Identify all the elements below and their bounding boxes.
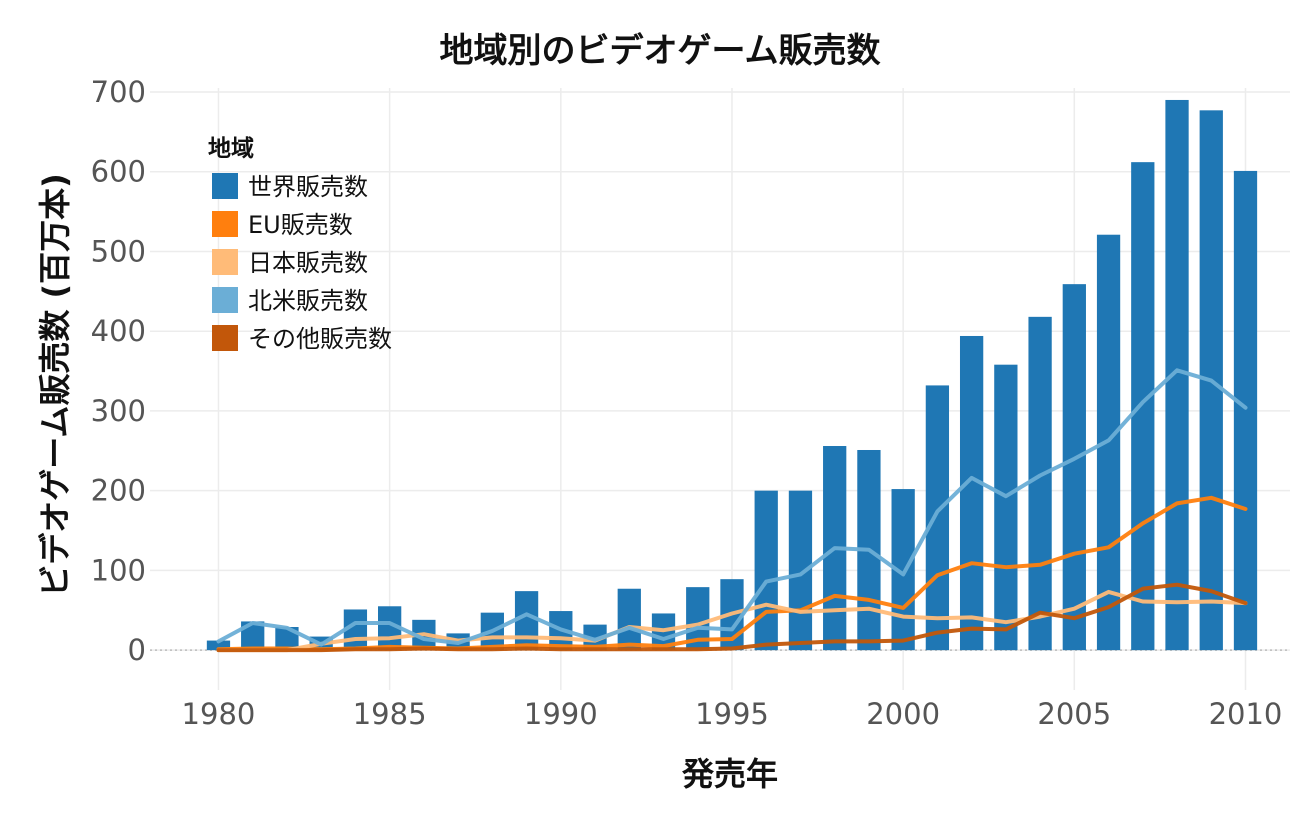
bar-1981 [241,621,265,651]
bar-2008 [1165,99,1189,651]
y-tick-label: 300 [91,394,146,428]
y-tick-label: 0 [128,633,146,667]
x-tick-label: 2000 [866,697,940,731]
bar-1980 [206,640,231,651]
bar-1994 [686,587,710,651]
legend-label: その他販売数 [248,325,392,353]
legend-swatch [212,211,238,237]
bar-2001 [925,385,950,651]
bar-1989 [514,591,539,651]
legend-title: 地域 [208,135,254,162]
x-tick-label: 2010 [1209,697,1283,731]
y-tick-label: 600 [91,155,146,189]
series-line-1 [216,589,1248,653]
series-line-2 [216,368,1248,647]
x-tick-label: 1985 [353,697,427,731]
chart-title: 地域別のビデオゲーム販売数 [440,31,881,71]
x-tick-label: 1980 [182,697,256,731]
x-tick-labels: 1980 1985 1990 1995 2000 2005 2010 [182,697,1283,731]
bar-2003 [994,364,1018,651]
y-tick-label: 700 [91,75,146,109]
y-axis-title: ビデオゲーム販売数 (百万本) [36,173,74,596]
legend-label: 日本販売数 [248,249,368,277]
x-tick-label: 1995 [695,697,769,731]
bar-2004 [1028,316,1052,651]
legend-label: EU販売数 [248,211,353,239]
bar-2002 [959,335,984,651]
y-tick-label: 400 [91,314,146,348]
bar-2010 [1233,170,1258,651]
y-tick-label: 100 [91,553,146,587]
y-tick-label: 200 [91,474,146,508]
series-line-3 [216,582,1248,653]
x-axis-title: 発売年 [681,755,778,793]
bar-2005 [1062,284,1086,651]
legend-swatch [212,287,238,313]
lines-group [216,368,1248,653]
legend-swatch [212,173,238,199]
legend-swatch [212,249,238,275]
legend-swatch [212,325,238,351]
series-line-0 [216,495,1248,652]
y-tick-label: 500 [91,234,146,268]
bar-2000 [891,489,915,651]
bar-1992 [617,588,641,651]
x-tick-label: 1990 [524,697,598,731]
x-tick-label: 2005 [1037,697,1111,731]
legend-label: 世界販売数 [248,173,368,201]
bar-2007 [1131,162,1155,651]
legend-label: 北米販売数 [248,287,368,315]
bar-1991 [583,624,607,651]
y-tick-labels: 0 100 200 300 400 500 600 700 [91,75,146,667]
bar-1996 [754,490,778,651]
